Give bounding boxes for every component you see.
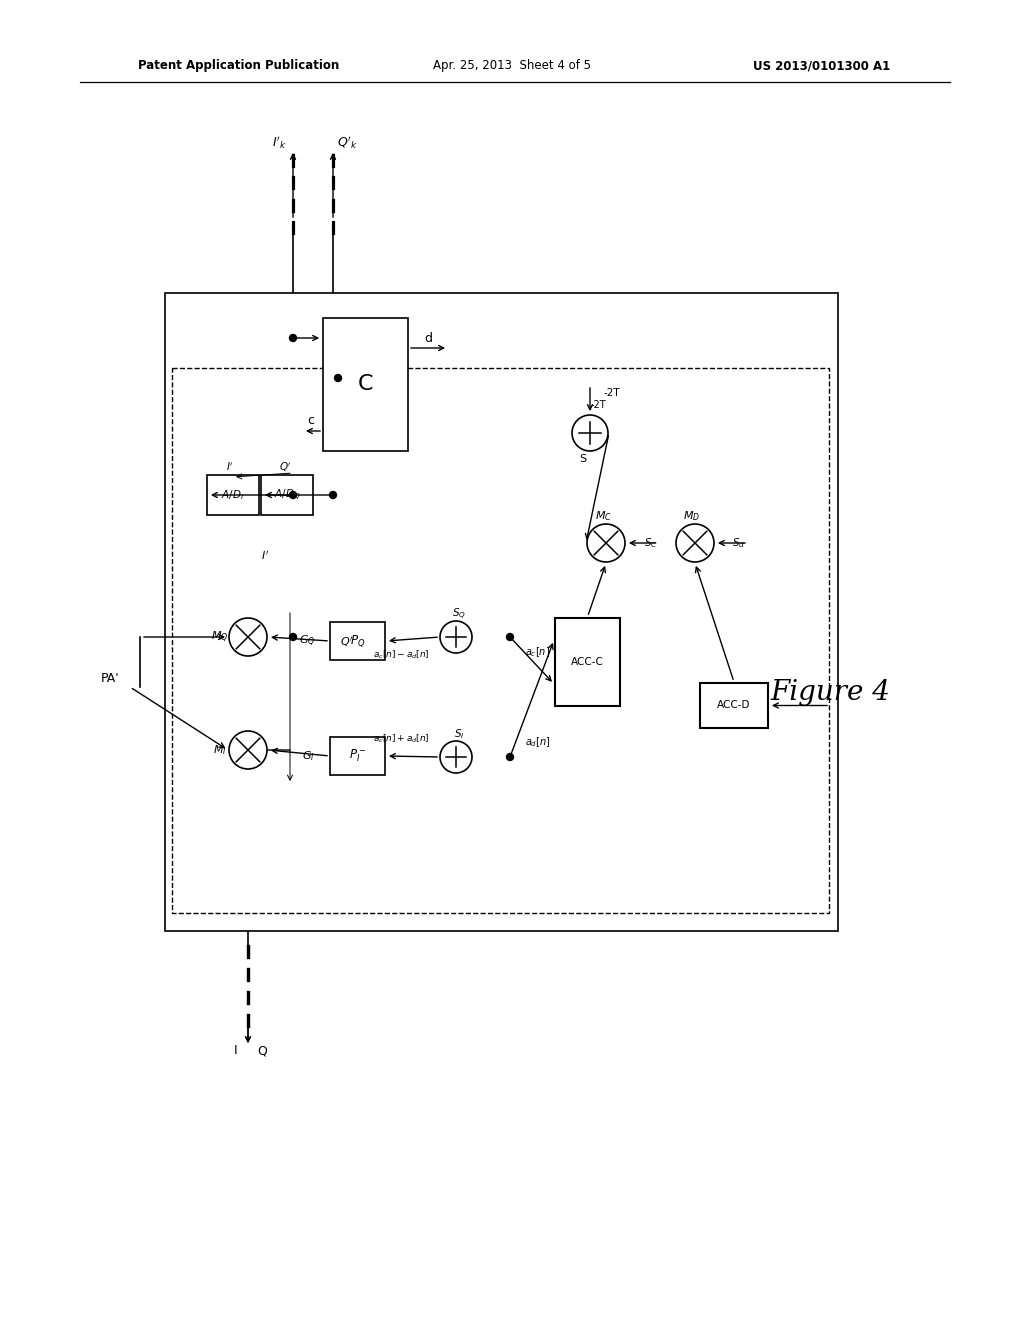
Text: $a_d[n]$: $a_d[n]$ [525, 735, 551, 748]
Text: $S_C$: $S_C$ [644, 536, 657, 550]
Text: $M_I$: $M_I$ [213, 743, 227, 756]
Text: C: C [357, 375, 374, 395]
Circle shape [440, 620, 472, 653]
Text: PA': PA' [101, 672, 120, 685]
Text: $G_I$: $G_I$ [302, 750, 315, 763]
Text: $M_Q$: $M_Q$ [211, 630, 228, 644]
Text: $Q'$: $Q'$ [340, 635, 353, 649]
Circle shape [335, 375, 341, 381]
Circle shape [290, 334, 297, 342]
Text: $I'$: $I'$ [226, 461, 233, 473]
Bar [330, 622, 385, 660]
Bar [172, 368, 829, 913]
Text: d: d [424, 331, 432, 345]
Text: $I'$: $I'$ [261, 549, 269, 562]
Circle shape [507, 634, 513, 640]
Text: $a_c[n]$: $a_c[n]$ [525, 645, 551, 659]
Circle shape [290, 491, 297, 499]
Bar [700, 682, 768, 729]
Text: $S_I$: $S_I$ [454, 727, 464, 741]
Text: $P_Q$: $P_Q$ [350, 634, 366, 649]
Text: Figure 4: Figure 4 [770, 680, 890, 706]
Text: Patent Application Publication: Patent Application Publication [138, 59, 339, 73]
Text: $a_c[n]+a_d[n]$: $a_c[n]+a_d[n]$ [373, 733, 429, 746]
Text: $Q'$: $Q'$ [279, 461, 292, 474]
Circle shape [229, 618, 267, 656]
Bar [555, 618, 620, 706]
Text: $M_D$: $M_D$ [683, 510, 700, 523]
Text: $I'_k$: $I'_k$ [271, 135, 287, 152]
Text: -2T: -2T [604, 388, 621, 399]
Circle shape [330, 491, 337, 499]
Text: $P_I^-$: $P_I^-$ [349, 747, 367, 764]
Circle shape [587, 524, 625, 562]
Bar [261, 475, 313, 515]
Circle shape [229, 731, 267, 770]
Circle shape [440, 741, 472, 774]
Text: $S_Q$: $S_Q$ [452, 606, 466, 622]
Text: $A/D_I$: $A/D_I$ [221, 488, 245, 502]
Circle shape [676, 524, 714, 562]
Text: US 2013/0101300 A1: US 2013/0101300 A1 [753, 59, 890, 73]
Text: $G_Q$: $G_Q$ [299, 634, 315, 648]
Circle shape [572, 414, 608, 451]
Text: Q: Q [257, 1044, 267, 1057]
Circle shape [290, 634, 297, 640]
Bar [330, 737, 385, 775]
Text: $M_C$: $M_C$ [595, 510, 611, 523]
Text: ACC-C: ACC-C [571, 657, 604, 667]
Circle shape [507, 754, 513, 760]
Text: $a_c[n]-a_d[n]$: $a_c[n]-a_d[n]$ [373, 648, 429, 661]
Text: $Q'_k$: $Q'_k$ [337, 135, 357, 152]
Bar [207, 475, 259, 515]
Text: I: I [234, 1044, 238, 1057]
Bar [323, 318, 408, 451]
Text: -2T: -2T [590, 400, 606, 411]
Text: $A/D_Q$: $A/D_Q$ [273, 487, 300, 503]
Text: S: S [580, 454, 587, 465]
Text: $S_d$: $S_d$ [732, 536, 745, 550]
Text: ACC-D: ACC-D [717, 701, 751, 710]
Text: Apr. 25, 2013  Sheet 4 of 5: Apr. 25, 2013 Sheet 4 of 5 [433, 59, 591, 73]
Bar [165, 293, 838, 931]
Text: c: c [307, 414, 314, 428]
